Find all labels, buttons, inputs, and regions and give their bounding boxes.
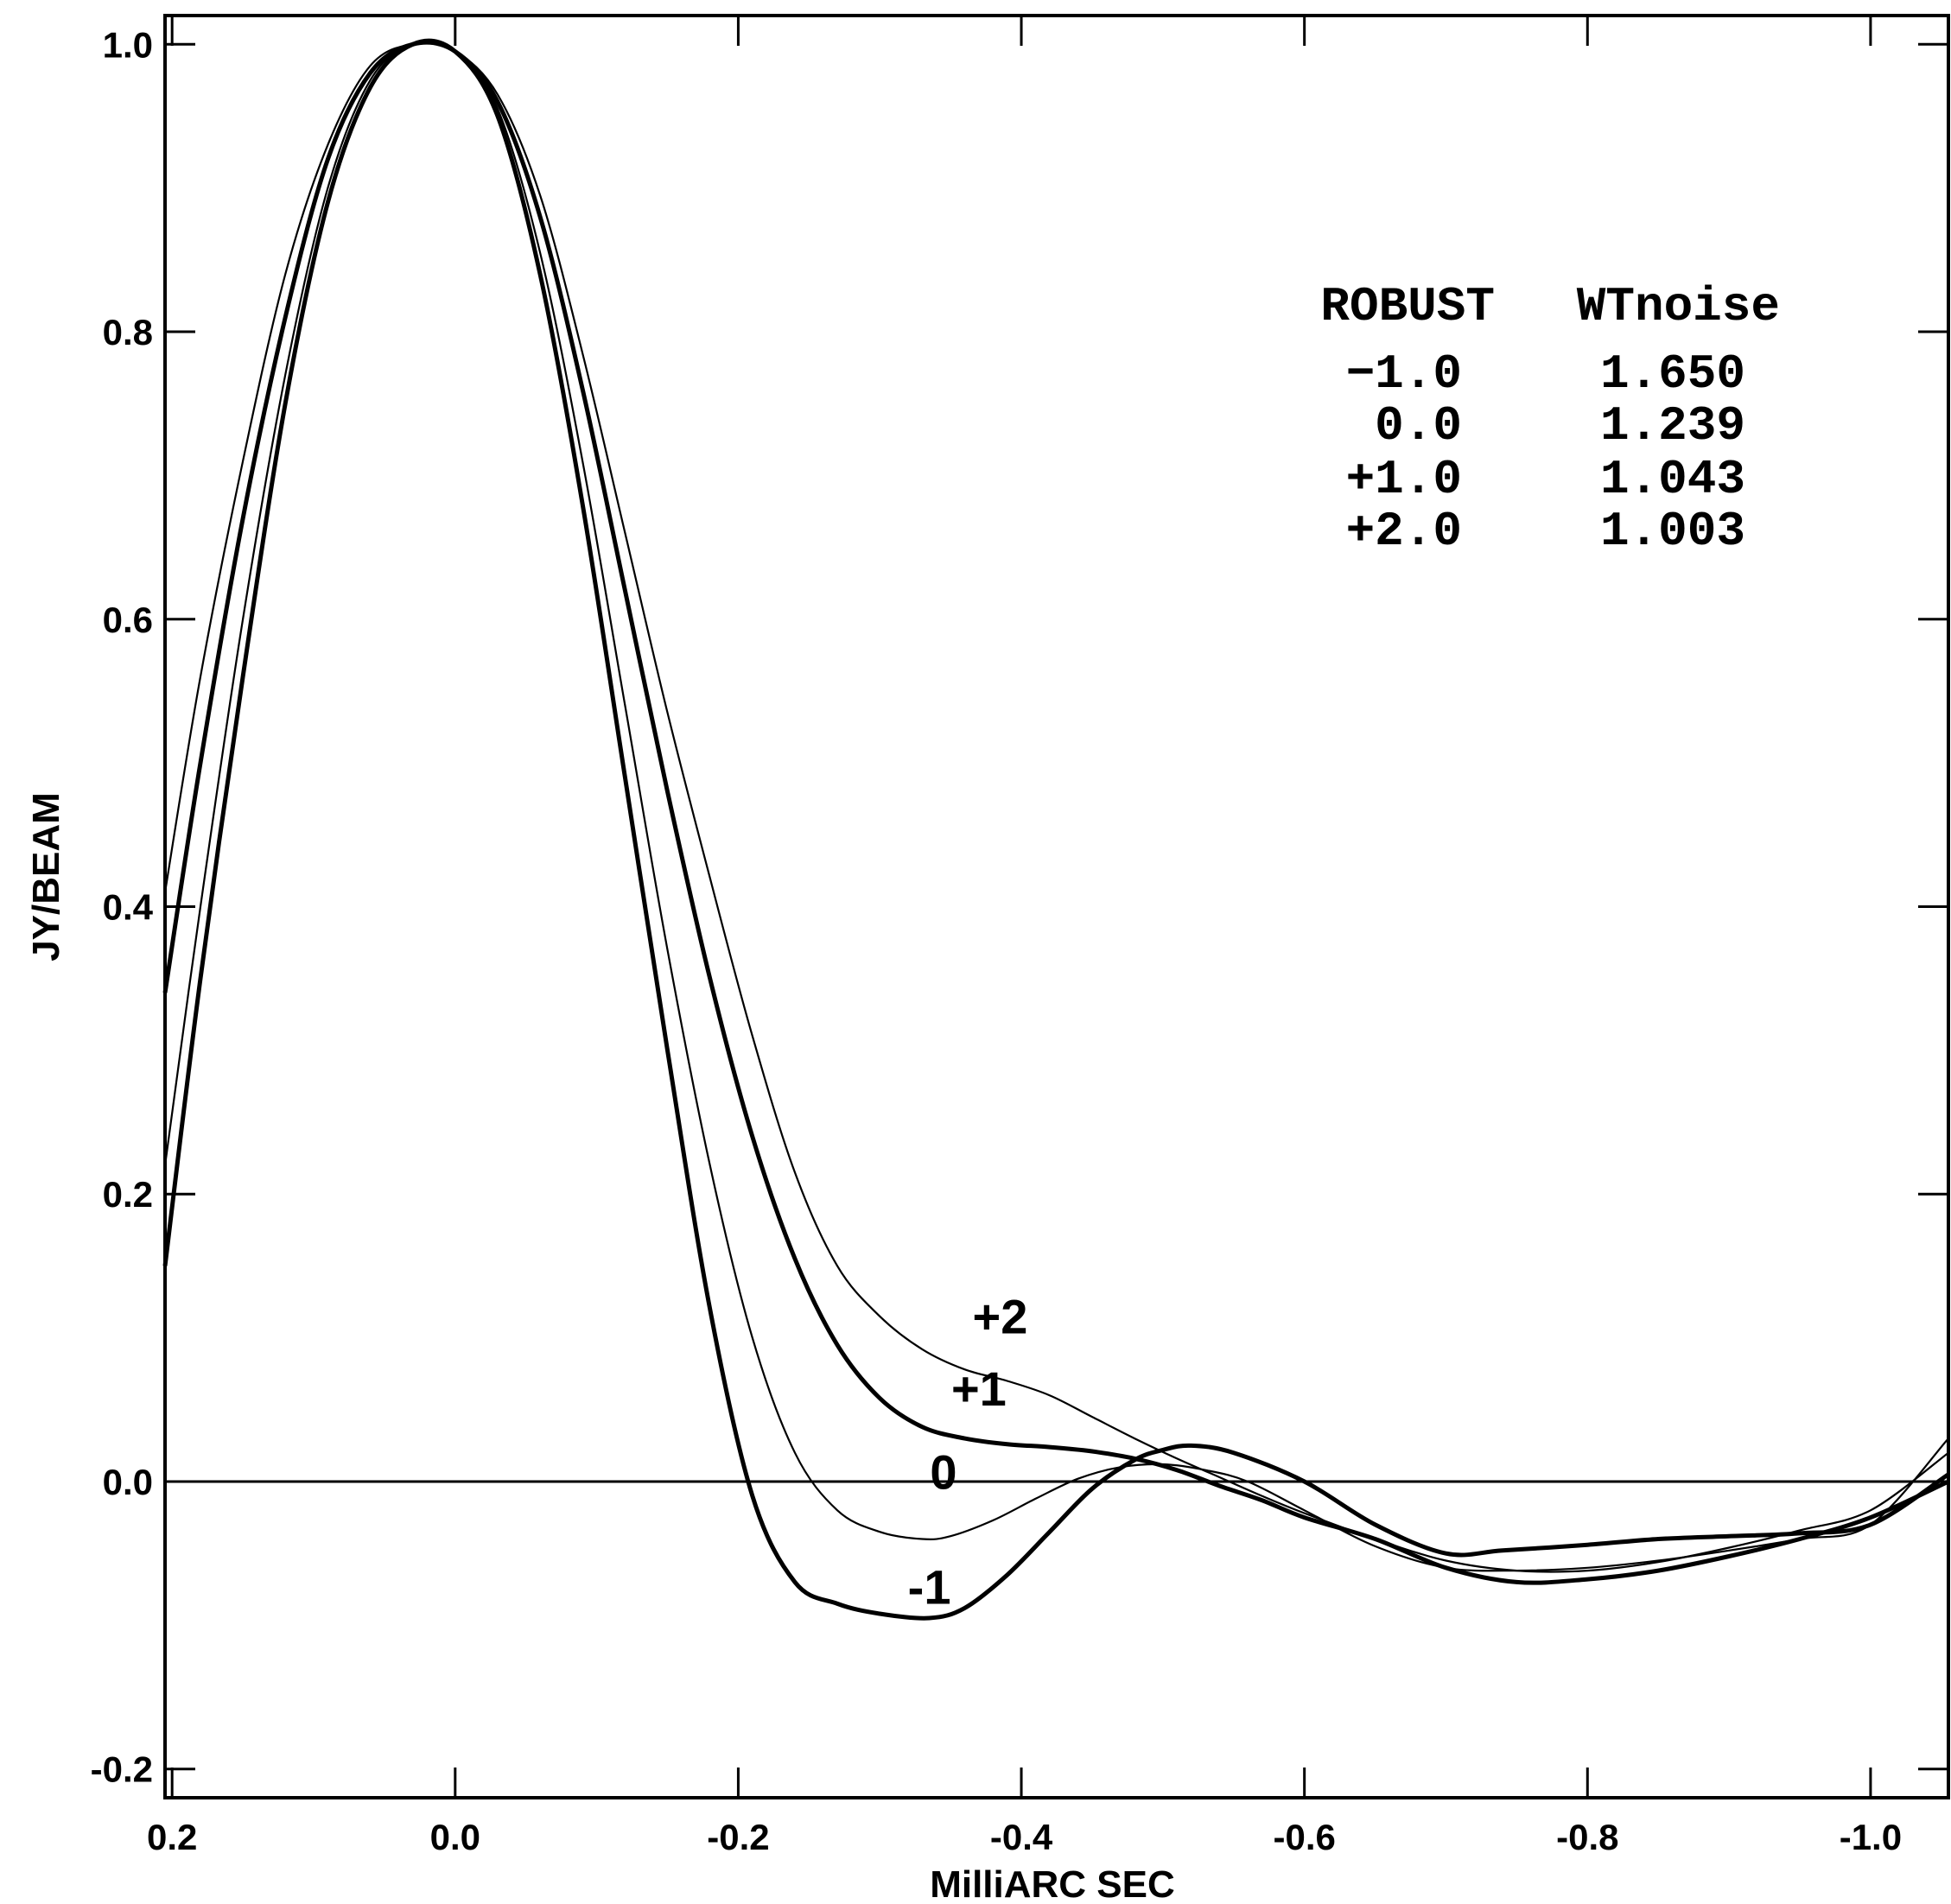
series-line-0 (162, 38, 1950, 1621)
x-axis-label: MilliARC SEC (930, 1863, 1175, 1904)
y-tick-label: 0.2 (103, 1174, 153, 1215)
y-tick-label: 0.4 (103, 887, 154, 928)
series-line-1 (163, 41, 1949, 1572)
legend-header-robust: ROBUST (1320, 279, 1495, 334)
legend: ROBUST WTnoise −1.0 1.650 0.0 1.239 +1.0… (1320, 279, 1780, 559)
legend-robust-value: +2.0 (1346, 504, 1462, 559)
y-tick-label: 1.0 (103, 24, 153, 65)
tick-labels-layer: 0.2 0.0 -0.2 -0.4 -0.6 -0.8 -1.0 1.0 0.8 0.6 0.4 0.… (91, 24, 1902, 1857)
x-tick-label: -1.0 (1840, 1817, 1902, 1857)
x-tick-label: -0.4 (990, 1817, 1053, 1857)
y-tick-label: -0.2 (91, 1749, 153, 1790)
curves-layer (162, 38, 1950, 1621)
x-tick-label: -0.2 (707, 1817, 769, 1857)
x-tick-label: -0.8 (1556, 1817, 1618, 1857)
legend-wtnoise-value: 1.239 (1600, 398, 1745, 454)
legend-wtnoise-value: 1.650 (1600, 346, 1745, 402)
x-tick-label: -0.6 (1273, 1817, 1335, 1857)
legend-wtnoise-value: 1.003 (1600, 504, 1745, 559)
curve-label: 0 (930, 1444, 956, 1499)
curve-labels-layer: -1 0 +1 +2 (908, 1290, 1028, 1615)
series-line-2 (162, 40, 1950, 1585)
legend-wtnoise-value: 1.043 (1600, 452, 1745, 507)
x-tick-label: 0.0 (430, 1817, 480, 1857)
curve-label: +1 (951, 1361, 1007, 1416)
series-line-3 (163, 41, 1949, 1573)
curve-label: -1 (908, 1559, 951, 1614)
legend-robust-value: −1.0 (1346, 346, 1462, 402)
ticks-layer (165, 16, 1948, 1798)
y-tick-label: 0.6 (103, 600, 153, 640)
y-axis-label: JY/BEAM (25, 792, 67, 962)
curve-label: +2 (973, 1290, 1028, 1344)
y-tick-label: 0.0 (103, 1462, 153, 1502)
legend-robust-value: +1.0 (1346, 452, 1462, 507)
legend-header-wtnoise: WTnoise (1577, 279, 1780, 334)
y-tick-label: 0.8 (103, 312, 153, 352)
legend-robust-value: 0.0 (1375, 398, 1462, 454)
x-tick-label: 0.2 (147, 1817, 197, 1857)
